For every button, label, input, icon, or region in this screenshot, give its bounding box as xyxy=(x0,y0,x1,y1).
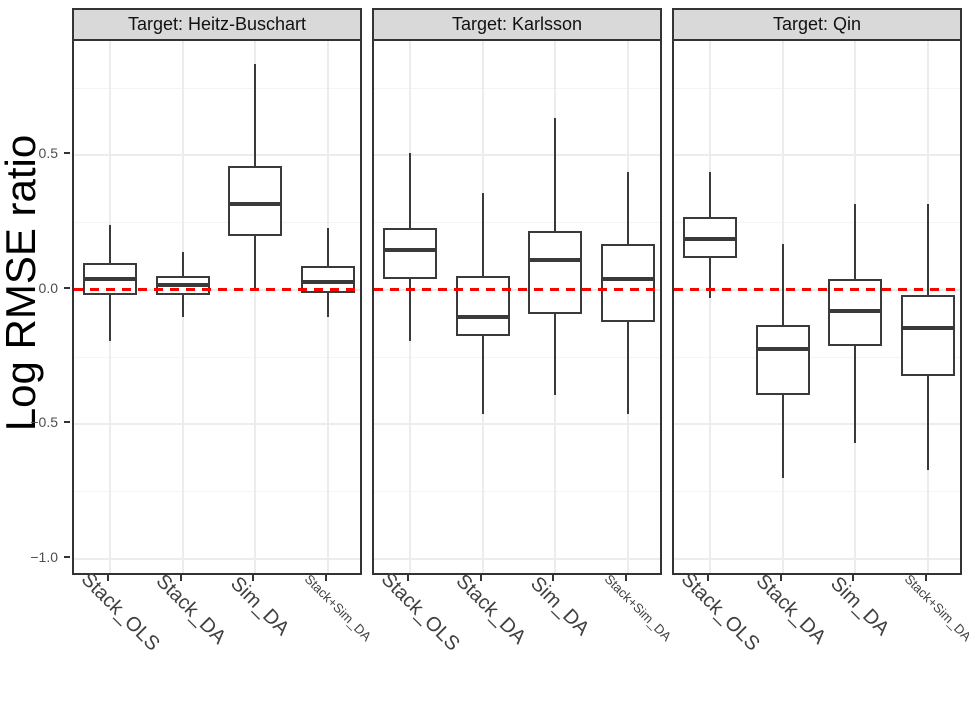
gridline-minor-h xyxy=(374,356,660,358)
x-tick-mark xyxy=(707,575,710,581)
plot-area xyxy=(72,39,362,575)
y-tick-mark xyxy=(64,286,70,289)
boxplot-median xyxy=(155,282,210,287)
y-tick-mark xyxy=(64,421,70,424)
y-tick-label: 0.5 xyxy=(38,145,58,162)
x-axis-label: Stack+Sim_DA xyxy=(901,571,969,645)
boxplot-median xyxy=(528,258,583,263)
x-axis-label: Stack_OLS xyxy=(376,568,465,656)
x-axis-label: Sim_DA xyxy=(526,572,594,641)
x-axis-label: Stack_OLS xyxy=(676,568,765,656)
gridline-major-h xyxy=(74,154,360,157)
gridline-minor-h xyxy=(674,356,960,358)
gridline-major-h xyxy=(74,423,360,426)
x-tick-mark xyxy=(407,575,410,581)
gridline-v xyxy=(709,41,712,573)
zero-reference-line xyxy=(674,288,960,292)
zero-reference-line xyxy=(74,288,360,292)
y-tick-mark xyxy=(64,152,70,155)
x-axis-label: Stack+Sim_DA xyxy=(601,571,675,645)
gridline-major-h xyxy=(374,557,660,560)
gridline-minor-h xyxy=(74,87,360,89)
facet-strip: Target: Heitz-Buschart xyxy=(72,8,362,41)
facet-strip: Target: Qin xyxy=(672,8,962,41)
x-axis-label: Stack_OLS xyxy=(76,568,165,656)
facet-strip-label: Target: Karlsson xyxy=(451,14,583,34)
boxplot-median xyxy=(228,201,283,206)
boxplot-median xyxy=(83,277,138,282)
gridline-major-h xyxy=(74,557,360,560)
boxplot-box xyxy=(300,265,355,293)
x-tick-mark xyxy=(107,575,110,581)
boxplot-box xyxy=(383,228,438,280)
y-tick-label: −1.0 xyxy=(30,548,58,565)
gridline-minor-h xyxy=(374,222,660,224)
x-axis-label: Sim_DA xyxy=(826,572,894,641)
zero-reference-line xyxy=(374,288,660,292)
gridline-major-h xyxy=(374,423,660,426)
facet-strip: Target: Karlsson xyxy=(372,8,662,41)
gridline-v xyxy=(254,41,257,573)
x-tick-mark xyxy=(252,575,255,581)
x-tick-mark xyxy=(479,575,482,581)
gridline-major-h xyxy=(674,557,960,560)
x-axis-label: Stack_DA xyxy=(451,570,530,649)
gridline-minor-h xyxy=(674,222,960,224)
boxplot-median xyxy=(455,314,510,319)
facet-strip-label: Target: Heitz-Buschart xyxy=(127,14,307,34)
boxplot-box xyxy=(755,324,810,395)
gridline-minor-h xyxy=(74,491,360,493)
x-tick-mark xyxy=(179,575,182,581)
gridline-major-h xyxy=(674,154,960,157)
boxplot-median xyxy=(683,236,738,241)
gridline-minor-h xyxy=(674,87,960,89)
boxplot-box xyxy=(600,244,655,323)
boxplot-median xyxy=(383,247,438,252)
x-tick-mark xyxy=(624,575,627,581)
facet-strip-label: Target: Qin xyxy=(772,14,862,34)
y-tick-label: −0.5 xyxy=(30,414,58,431)
x-tick-mark xyxy=(779,575,782,581)
x-axis-label: Stack_DA xyxy=(751,570,830,649)
y-tick-mark xyxy=(64,555,70,558)
boxplot-box xyxy=(528,230,583,315)
x-axis-label: Sim_DA xyxy=(226,572,294,641)
gridline-major-h xyxy=(674,423,960,426)
gridline-minor-h xyxy=(74,222,360,224)
x-tick-mark xyxy=(552,575,555,581)
boxplot-box xyxy=(228,166,283,237)
x-tick-mark xyxy=(324,575,327,581)
gridline-minor-h xyxy=(74,356,360,358)
x-tick-mark xyxy=(852,575,855,581)
gridline-major-h xyxy=(374,154,660,157)
boxplot-median xyxy=(300,279,355,284)
gridline-minor-h xyxy=(374,87,660,89)
boxplot-median xyxy=(828,309,883,314)
plot-area xyxy=(372,39,662,575)
boxplot-median xyxy=(755,347,810,352)
plot-area xyxy=(672,39,962,575)
boxplot-median xyxy=(900,325,955,330)
gridline-minor-h xyxy=(674,491,960,493)
x-tick-mark xyxy=(924,575,927,581)
x-axis-label: Stack+Sim_DA xyxy=(301,571,375,645)
x-axis-label: Stack_DA xyxy=(151,570,230,649)
y-tick-label: 0.0 xyxy=(38,279,58,296)
boxplot-box xyxy=(900,295,955,376)
boxplot-median xyxy=(600,277,655,282)
gridline-minor-h xyxy=(374,491,660,493)
boxplot-box xyxy=(455,276,510,336)
